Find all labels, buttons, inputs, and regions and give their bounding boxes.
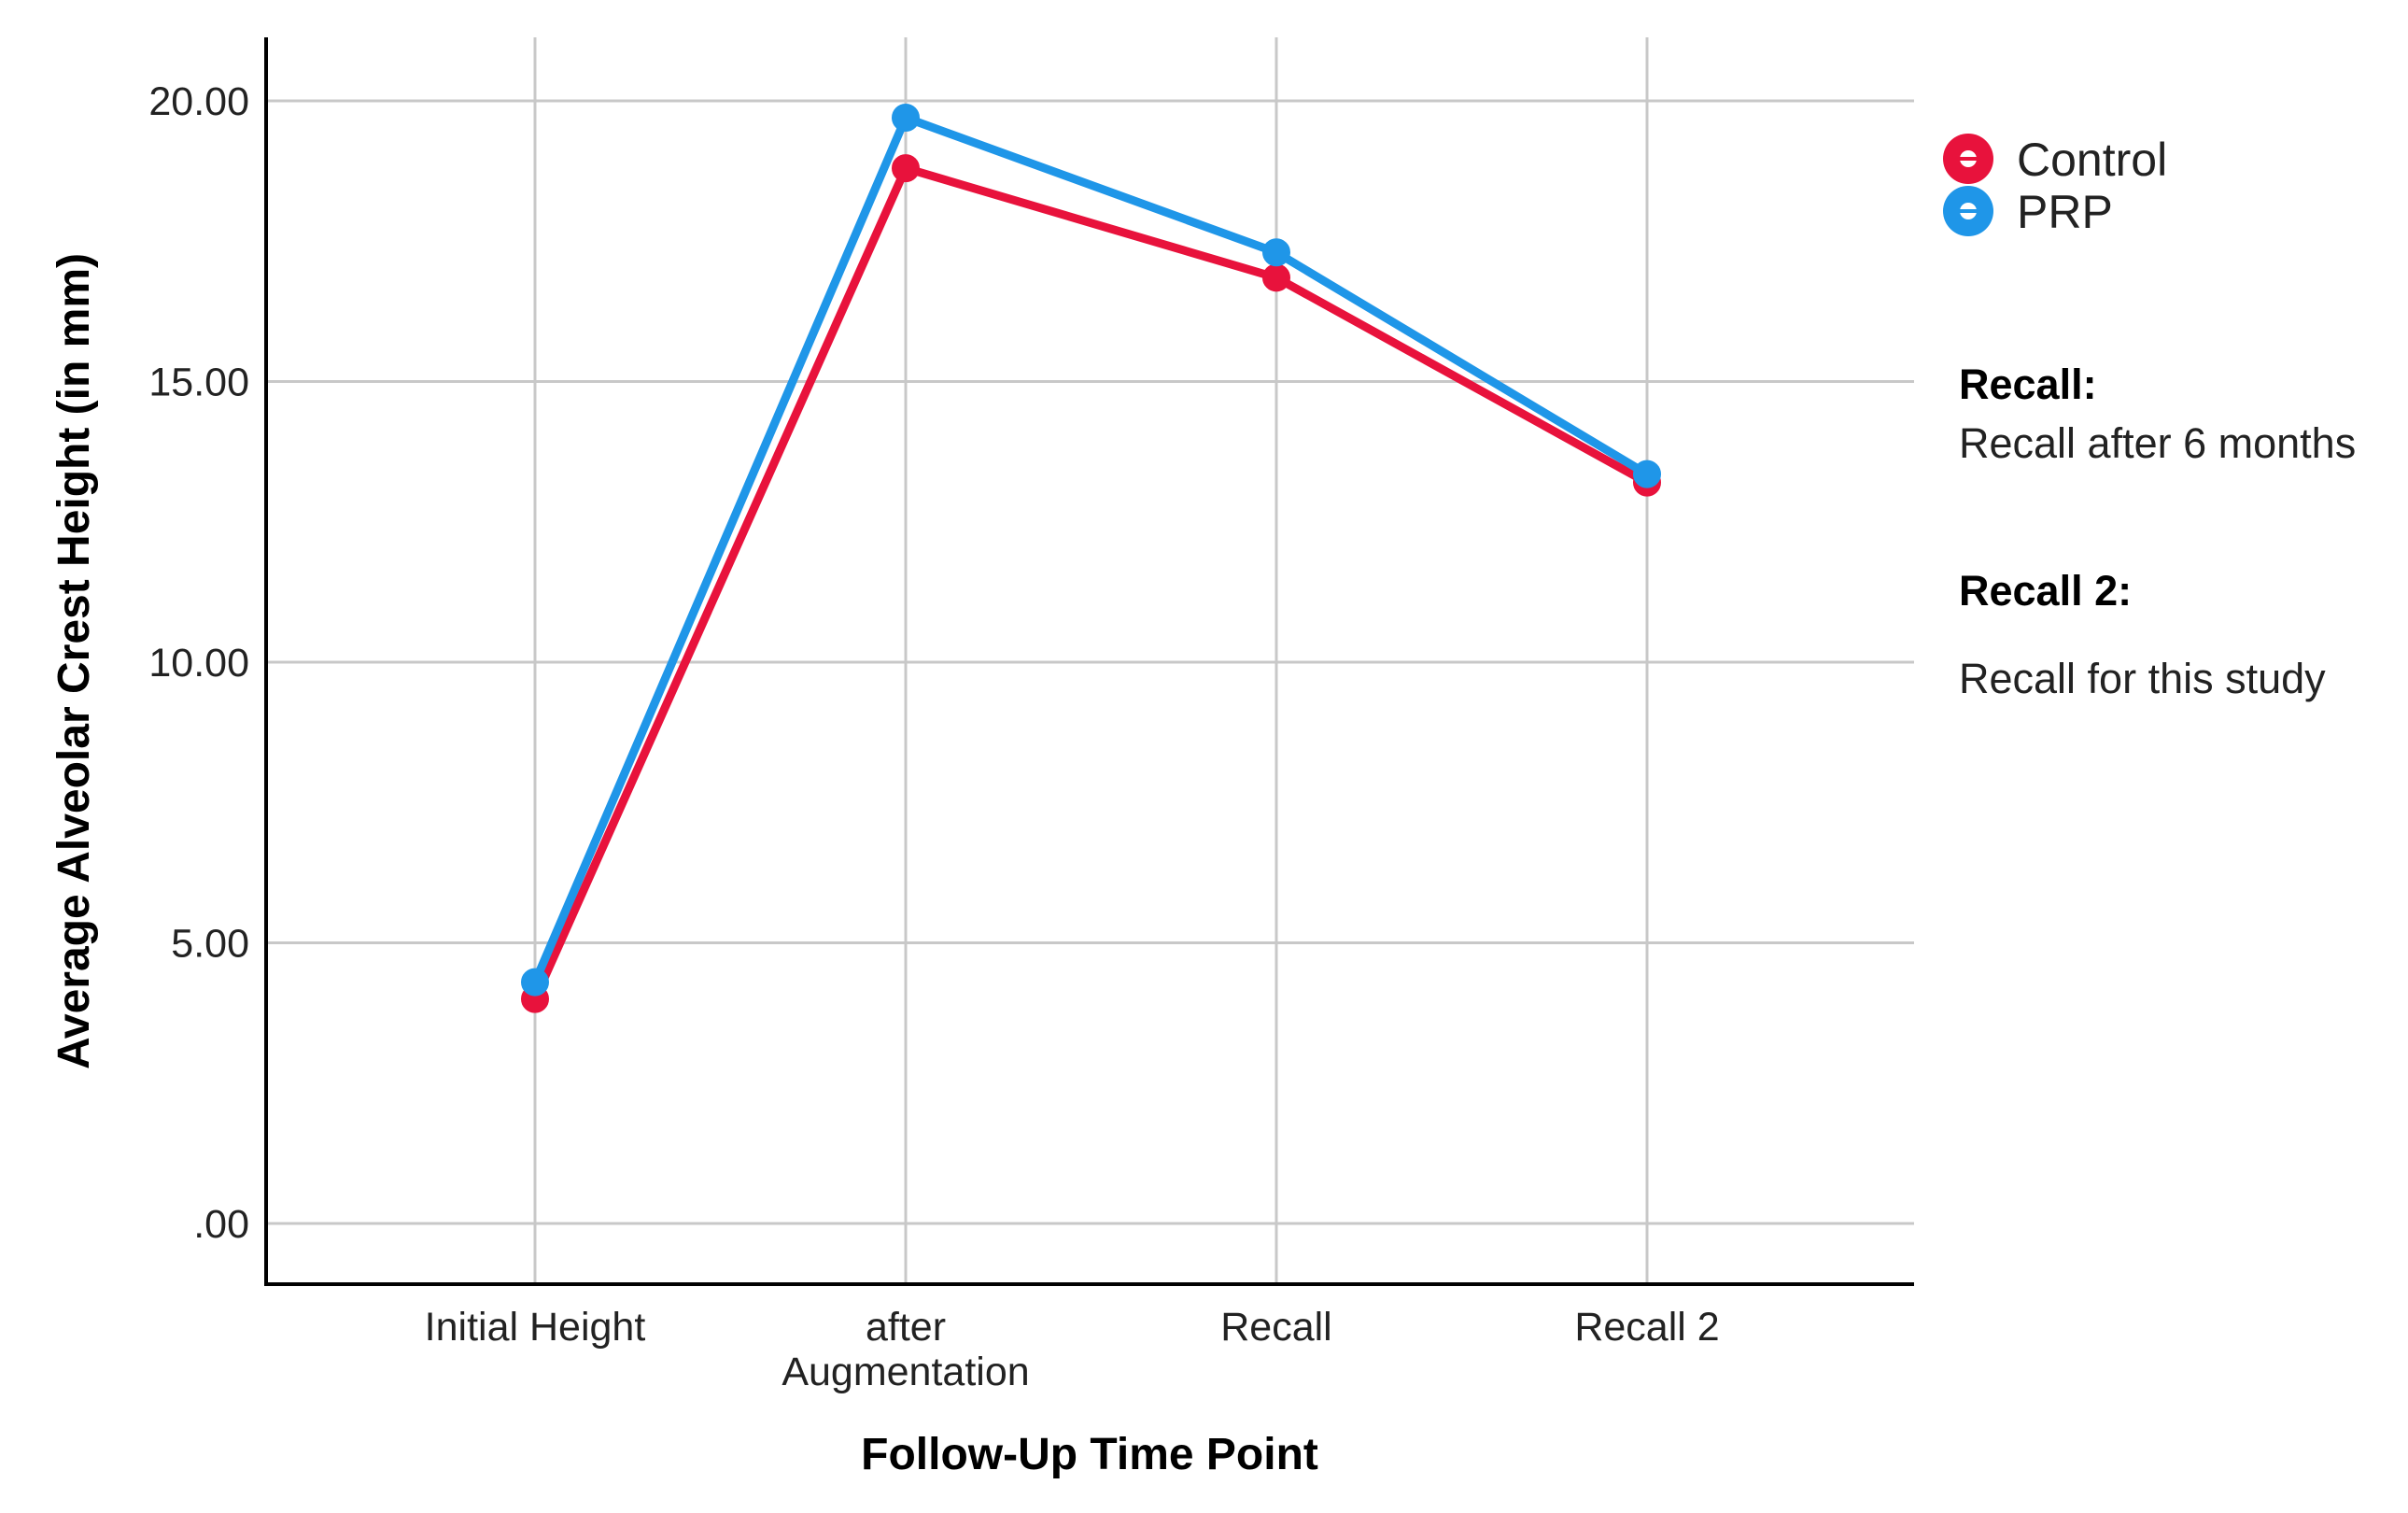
x-tick-label: Recall — [1220, 1305, 1332, 1350]
x-tick-label: Recall 2 — [1574, 1305, 1719, 1350]
note-text: Recall for this study — [1959, 655, 2326, 702]
legend-label-control: Control — [2017, 134, 2167, 186]
note-heading: Recall 2: — [1959, 567, 2132, 615]
data-point-prp — [1633, 460, 1661, 488]
data-point-control — [1262, 263, 1290, 292]
data-point-prp — [1262, 238, 1290, 267]
grid — [266, 37, 1914, 1284]
note-text: Recall after 6 months — [1959, 419, 2356, 467]
data-point-prp — [521, 968, 549, 997]
series — [521, 104, 1661, 1013]
y-tick-label: 5.00 — [171, 922, 249, 967]
series-line-prp — [530, 113, 1650, 984]
data-point-control — [892, 154, 920, 183]
y-tick-label: 20.00 — [148, 79, 249, 124]
legend-label-prp: PRP — [2017, 186, 2113, 238]
notes: Recall: Recall after 6 months Recall 2: Rec… — [1959, 361, 2356, 702]
axes — [264, 37, 1914, 1286]
series-line-control — [530, 163, 1650, 1001]
axis-titles: Follow-Up Time Point Average Alveolar Cre… — [49, 253, 1318, 1479]
x-tick-label: after Augmentation — [782, 1305, 1029, 1394]
y-tick-label: 15.00 — [148, 361, 249, 405]
x-tick-labels: Initial Height after Augmentation Recall Rec… — [425, 1305, 1720, 1394]
x-tick-label: Initial Height — [425, 1305, 646, 1350]
y-tick-label: 10.00 — [148, 641, 249, 686]
y-tick-labels: .00 5.00 10.00 15.00 20.00 — [148, 79, 249, 1247]
y-axis-title: Average Alveolar Crest Height (in mm) — [49, 253, 99, 1069]
note-heading: Recall: — [1959, 361, 2097, 408]
y-tick-label: .00 — [193, 1202, 249, 1247]
x-axis-title: Follow-Up Time Point — [861, 1430, 1318, 1479]
data-point-prp — [892, 104, 920, 133]
